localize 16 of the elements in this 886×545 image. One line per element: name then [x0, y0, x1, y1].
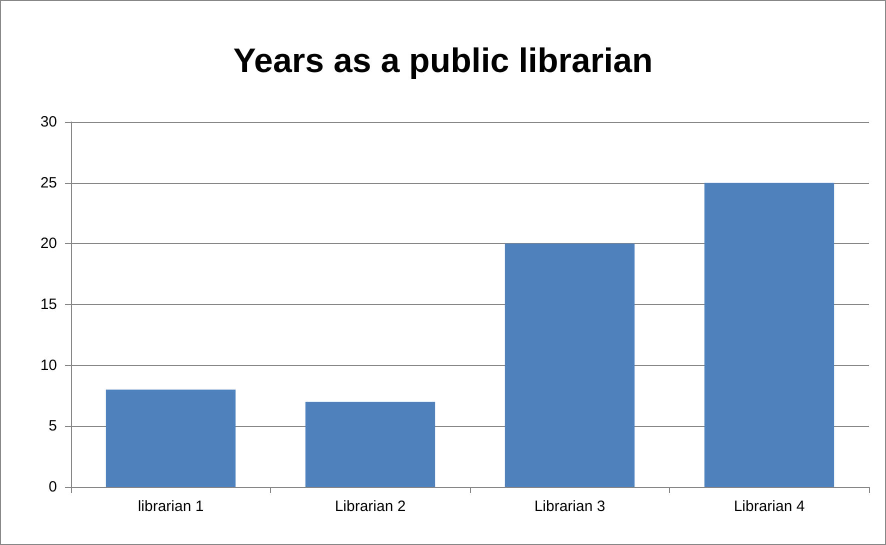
- bar: [106, 390, 236, 487]
- y-tick-label: 20: [40, 235, 57, 252]
- x-tick-label: Librarian 2: [334, 498, 406, 515]
- bar: [504, 244, 635, 487]
- y-tick-label: 30: [40, 114, 57, 130]
- y-tick-label: 10: [40, 356, 57, 374]
- bar: [704, 182, 834, 487]
- x-tick-label: librarian 1: [138, 498, 204, 515]
- y-tick-label: 15: [40, 296, 57, 313]
- x-tick-label: Librarian 4: [734, 498, 805, 515]
- bar: [305, 402, 436, 487]
- x-tick-label: Librarian 3: [534, 498, 606, 515]
- y-tick-label: 25: [40, 174, 57, 192]
- y-tick-label: 0: [48, 478, 57, 496]
- y-tick-label: 5: [48, 418, 57, 435]
- chart-title: Years as a public librarian: [233, 42, 653, 80]
